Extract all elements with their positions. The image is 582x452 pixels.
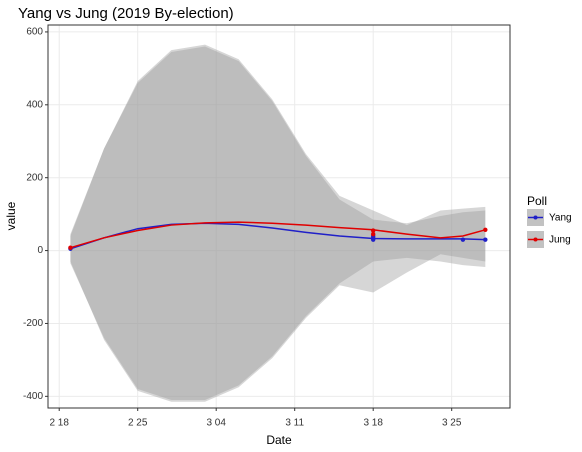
grid — [48, 25, 510, 408]
y-tick-label: 600 — [26, 27, 43, 38]
y-tick-label: 400 — [26, 99, 43, 110]
legend-dot — [533, 215, 538, 220]
x-tick-label: 3 04 — [206, 418, 226, 429]
legend: Yang Jung — [527, 209, 572, 248]
legend-title: Poll — [527, 194, 547, 208]
y-tick-label: 0 — [37, 245, 43, 256]
y-tick-label: 200 — [26, 172, 43, 183]
x-tick-label: 3 11 — [285, 418, 304, 429]
data-point — [370, 228, 376, 233]
panel-border — [47, 24, 511, 409]
data-point — [370, 231, 376, 237]
plot-area — [68, 44, 488, 402]
series-line — [70, 222, 486, 250]
legend-label: Yang — [549, 213, 572, 224]
data-point — [460, 237, 466, 242]
series-line — [70, 221, 486, 249]
x-axis-title: Date — [266, 433, 292, 447]
x-tick-label: 3 18 — [363, 418, 383, 429]
x-tick-label: 3 25 — [442, 418, 462, 429]
x-tick-label: 2 25 — [128, 418, 148, 429]
x-tick-label: 2 18 — [49, 418, 69, 429]
chart-title: Yang vs Jung (2019 By-election) — [18, 5, 234, 22]
legend-dot — [533, 237, 538, 242]
panel — [48, 25, 510, 408]
data-point — [483, 237, 488, 242]
data-point — [68, 245, 73, 250]
y-tick-label: -400 — [23, 391, 43, 402]
legend-label: Jung — [549, 235, 571, 246]
data-point — [483, 227, 488, 233]
y-tick-label: -200 — [23, 318, 43, 329]
y-axis-title: value — [4, 201, 18, 230]
